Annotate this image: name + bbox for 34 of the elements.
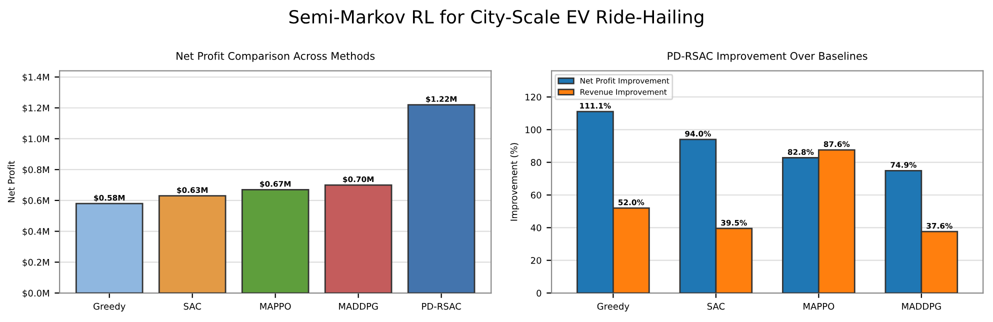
y-tick-label: 40 (530, 224, 542, 232)
y-tick-label: 80 (530, 159, 542, 166)
x-tick-label: Greedy (597, 302, 630, 312)
y-tick-label: $1.0M (22, 135, 49, 144)
x-tick-label: MADDPG (339, 302, 378, 310)
x-tick-label: PD-RSAC (422, 302, 461, 310)
chart-title: PD-RSAC Improvement Over Baselines (668, 52, 868, 62)
bar (407, 104, 476, 294)
y-tick-label: $1.2M (22, 104, 49, 113)
x-tick-label: Greedy (94, 302, 126, 312)
x-tick-label: SAC (707, 302, 725, 310)
x-tick-label: SAC (184, 302, 201, 310)
x-tick-label: MAPPO (804, 302, 834, 310)
x-tick-label: MAPPO (260, 302, 291, 310)
y-tick-label: 0 (536, 290, 542, 297)
chart-title: Net Profit Comparison Across Methods (176, 52, 375, 62)
y-tick-label: $0.6M (22, 197, 49, 206)
bar (158, 195, 226, 294)
bar (75, 202, 144, 294)
y-axis-title: Net Profit (8, 161, 15, 202)
y-tick-label: 100 (526, 126, 542, 134)
text: Semi-Markov RL for City-Scale EV Ride-Hailing (289, 10, 704, 28)
y-tick-label: 120 (526, 94, 542, 101)
y-tick-label: $0.8M (22, 166, 49, 174)
x-tick-label: MADDPG (902, 302, 941, 310)
y-axis-title: Improvement (%) (510, 143, 520, 221)
y-tick-label: $0.2M (22, 258, 49, 267)
y-tick-label: 20 (530, 257, 542, 264)
bar (241, 188, 310, 294)
y-tick-label: $1.4M (22, 74, 49, 82)
y-tick-label: $0.0M (22, 290, 49, 298)
y-tick-label: 60 (530, 192, 542, 199)
y-tick-label: $0.4M (22, 228, 49, 236)
bar (324, 184, 392, 294)
